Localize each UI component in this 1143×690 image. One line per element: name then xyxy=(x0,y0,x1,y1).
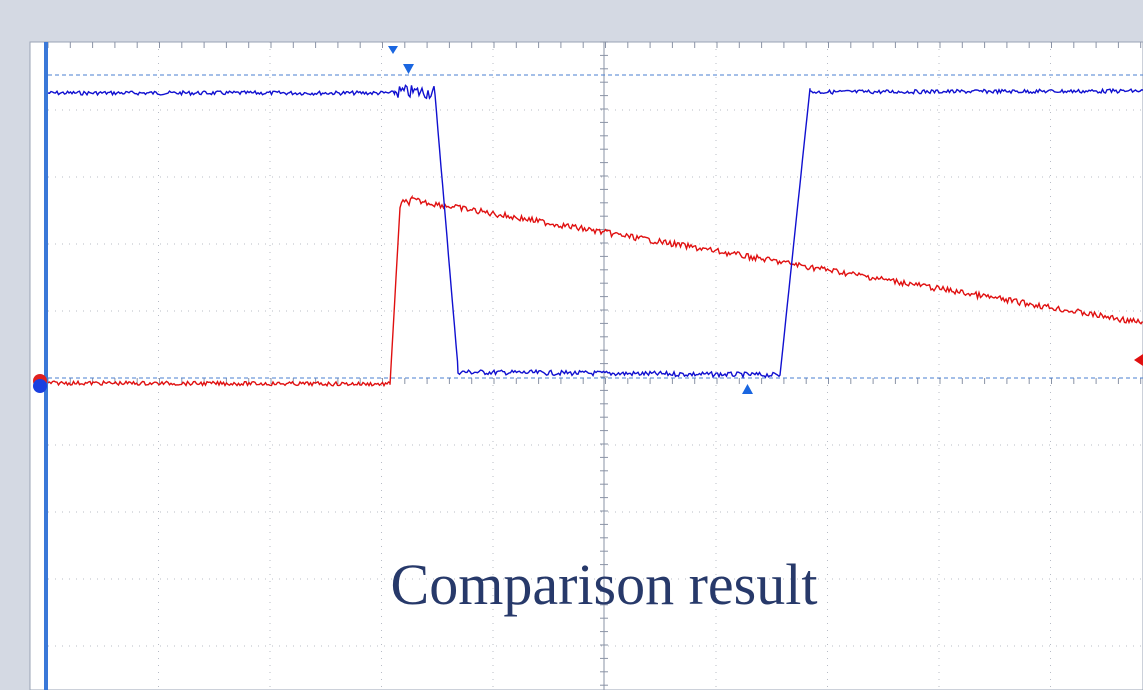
caption: Comparison result xyxy=(391,552,818,617)
oscilloscope-view: Comparison result xyxy=(0,0,1143,690)
page: Comparison result (() => { const data = … xyxy=(0,0,1143,690)
blue-ground-marker xyxy=(33,379,47,393)
